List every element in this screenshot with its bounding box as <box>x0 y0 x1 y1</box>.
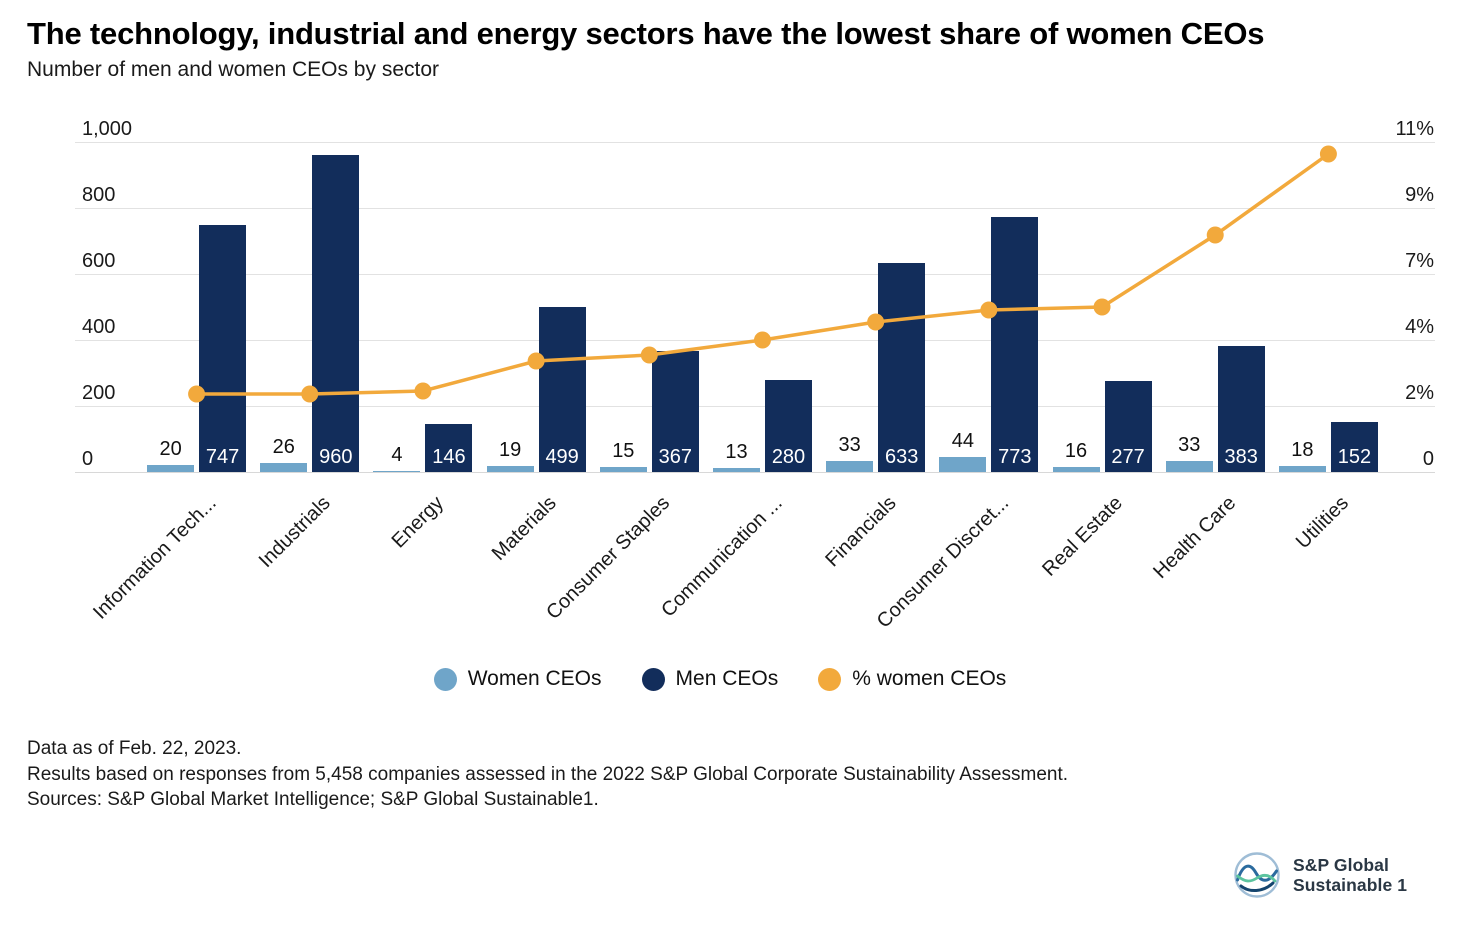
footnote-sources: Sources: S&P Global Market Intelligence;… <box>27 789 599 810</box>
category-label: Information Tech... <box>89 492 222 624</box>
chart-subtitle: Number of men and women CEOs by sector <box>27 58 440 81</box>
category-label: Health Care <box>1148 492 1240 584</box>
y-axis-left-tick-label: 400 <box>82 316 116 338</box>
men-ceos-value-label: 152 <box>1337 446 1372 468</box>
gridline <box>75 340 1435 341</box>
women-ceos-bar <box>1165 461 1213 472</box>
women-ceos-value-label: 44 <box>951 430 974 453</box>
men-ceos-value-label: 960 <box>319 446 353 468</box>
pct-line-point <box>1093 298 1111 316</box>
y-axis-left-tick-label: 600 <box>82 250 116 272</box>
category-label: Real Estate <box>1037 492 1127 581</box>
gridline <box>75 406 1435 407</box>
men-ceos-bar <box>991 216 1039 472</box>
men-ceos-value-label: 367 <box>658 446 692 468</box>
women-ceos-bar <box>486 465 534 472</box>
gridline <box>75 472 1435 473</box>
women-ceos-value-label: 18 <box>1291 439 1314 462</box>
men-ceos-value-label: 280 <box>771 446 806 468</box>
sp-global-wave-icon <box>1234 852 1280 898</box>
footnotes: Data as of Feb. 22, 2023. Results based … <box>27 736 1068 813</box>
women-ceos-bar <box>939 457 987 472</box>
women-ceos-swatch-icon <box>433 667 457 691</box>
category-label: Utilities <box>1291 492 1353 554</box>
men-ceos-bar <box>425 423 473 472</box>
y-axis-right-tick-label: 11% <box>1395 118 1434 140</box>
y-axis-right-tick-label: 2% <box>1405 382 1434 404</box>
footnote-data-as-of: Data as of Feb. 22, 2023. <box>27 738 242 759</box>
page-title: The technology, industrial and energy se… <box>27 16 1265 51</box>
women-ceos-value-label: 19 <box>499 438 522 461</box>
y-axis-left-tick-label: 800 <box>82 184 116 206</box>
pct-line-point <box>1319 145 1337 163</box>
women-ceos-value-label: 13 <box>725 440 748 463</box>
category-label: Materials <box>487 492 561 565</box>
brand-wordmark: S&P Global Sustainable 1 <box>1293 855 1407 895</box>
legend-item-men-ceos: Men CEOs <box>641 667 779 691</box>
category-label: Communication ... <box>657 492 788 622</box>
men-ceos-value-label: 747 <box>205 446 240 468</box>
y-axis-right-tick-label: 7% <box>1405 250 1434 272</box>
women-ceos-bar <box>1052 466 1100 472</box>
pct-line-point <box>1206 226 1224 244</box>
men-ceos-value-label: 633 <box>884 446 919 468</box>
men-ceos-bar <box>1330 421 1378 472</box>
women-ceos-bar <box>147 465 195 472</box>
men-ceos-swatch-icon <box>641 667 665 691</box>
category-label: Financials <box>821 492 901 572</box>
gridline <box>75 142 1435 143</box>
women-ceos-bar <box>1278 466 1326 472</box>
category-label: Energy <box>387 492 448 553</box>
men-ceos-value-label: 773 <box>998 446 1032 468</box>
men-ceos-bar <box>312 155 360 472</box>
category-label: Consumer Staples <box>541 492 674 624</box>
women-ceos-value-label: 15 <box>612 440 635 463</box>
men-ceos-bar <box>878 263 926 472</box>
men-ceos-bar <box>199 225 247 472</box>
legend-label: Men CEOs <box>675 667 779 690</box>
category-label: Industrials <box>254 492 335 573</box>
men-ceos-value-label: 146 <box>432 446 466 468</box>
brand-line-2: Sustainable 1 <box>1293 875 1408 895</box>
women-ceos-bar <box>713 467 760 472</box>
men-ceos-value-label: 277 <box>1111 446 1145 468</box>
legend-label: % women CEOs <box>852 667 1007 690</box>
women-ceos-value-label: 33 <box>838 434 861 457</box>
women-ceos-value-label: 20 <box>159 438 182 461</box>
y-axis-left-tick-label: 200 <box>82 382 116 404</box>
women-ceos-bar <box>373 470 421 472</box>
men-ceos-bar <box>1104 380 1152 472</box>
women-ceos-bar <box>260 463 308 472</box>
pct-line-point <box>414 382 432 400</box>
women-ceos-value-label: 16 <box>1064 439 1088 462</box>
women-ceos-bar <box>599 467 647 472</box>
y-axis-right-tick-label: 0 <box>1422 448 1434 470</box>
women-ceos-value-label: 4 <box>391 443 403 466</box>
brand-line-1: S&P Global <box>1293 855 1389 875</box>
legend-label: Women CEOs <box>467 667 602 690</box>
y-axis-left-tick-label: 0 <box>82 448 94 470</box>
legend-item-pct-women-ceos: % women CEOs <box>818 667 1006 691</box>
sp-global-sustainable1-logo: S&P Global Sustainable 1 <box>1233 851 1407 899</box>
pct-women-ceos-swatch-icon <box>818 667 842 691</box>
legend-item-women-ceos: Women CEOs <box>433 667 602 691</box>
chart-legend: Women CEOs Men CEOs % women CEOs <box>0 667 1440 691</box>
y-axis-right-tick-label: 9% <box>1405 184 1434 206</box>
men-ceos-value-label: 383 <box>1224 446 1258 468</box>
women-ceos-value-label: 26 <box>272 436 295 459</box>
men-ceos-value-label: 499 <box>545 446 579 468</box>
women-ceos-bar <box>826 461 874 472</box>
gridline <box>75 274 1435 275</box>
women-ceos-value-label: 33 <box>1178 434 1201 457</box>
footnote-methodology: Results based on responses from 5,458 co… <box>27 763 1069 785</box>
y-axis-right-tick-label: 4% <box>1405 316 1434 338</box>
y-axis-left-tick-label: 1,000 <box>82 118 133 140</box>
gridline <box>75 208 1435 209</box>
